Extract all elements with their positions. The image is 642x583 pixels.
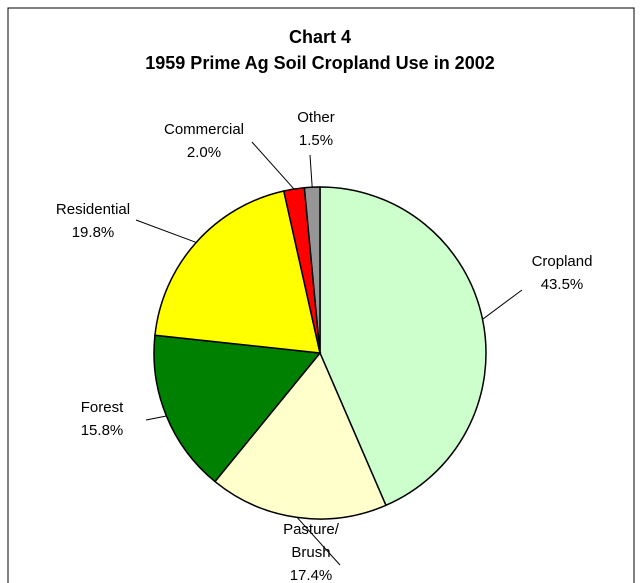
slice-value-label: 2.0% <box>187 144 221 161</box>
label-line: Brush <box>291 544 330 561</box>
slice-label: Cropland <box>532 253 593 270</box>
slice-value-label: 43.5% <box>541 276 584 293</box>
leader-line <box>482 289 523 320</box>
slice-label: Forest <box>81 399 124 416</box>
slice-value-label: 19.8% <box>72 224 115 241</box>
slice-label: Residential <box>56 201 130 218</box>
pie-slice <box>213 351 387 520</box>
slice-value-label: 17.4% <box>290 567 333 583</box>
leader-line <box>296 517 341 566</box>
slice-label: Commercial <box>164 121 244 138</box>
slice-value-label: 1.5% <box>299 132 333 149</box>
leader-line <box>135 219 197 243</box>
pie-slice <box>303 186 321 354</box>
leader-line <box>251 141 295 190</box>
slice-label: Other <box>297 109 335 126</box>
leader-line <box>309 154 313 188</box>
slice-label: Pasture/Brush <box>283 521 340 561</box>
chart-subtitle: 1959 Prime Ag Soil Cropland Use in 2002 <box>145 53 494 73</box>
slice-value-label: 15.8% <box>81 422 124 439</box>
leader-line <box>145 415 167 421</box>
label-line: Pasture/ <box>283 521 340 538</box>
pie-slice <box>319 186 487 507</box>
chart-title: Chart 4 <box>289 27 351 47</box>
